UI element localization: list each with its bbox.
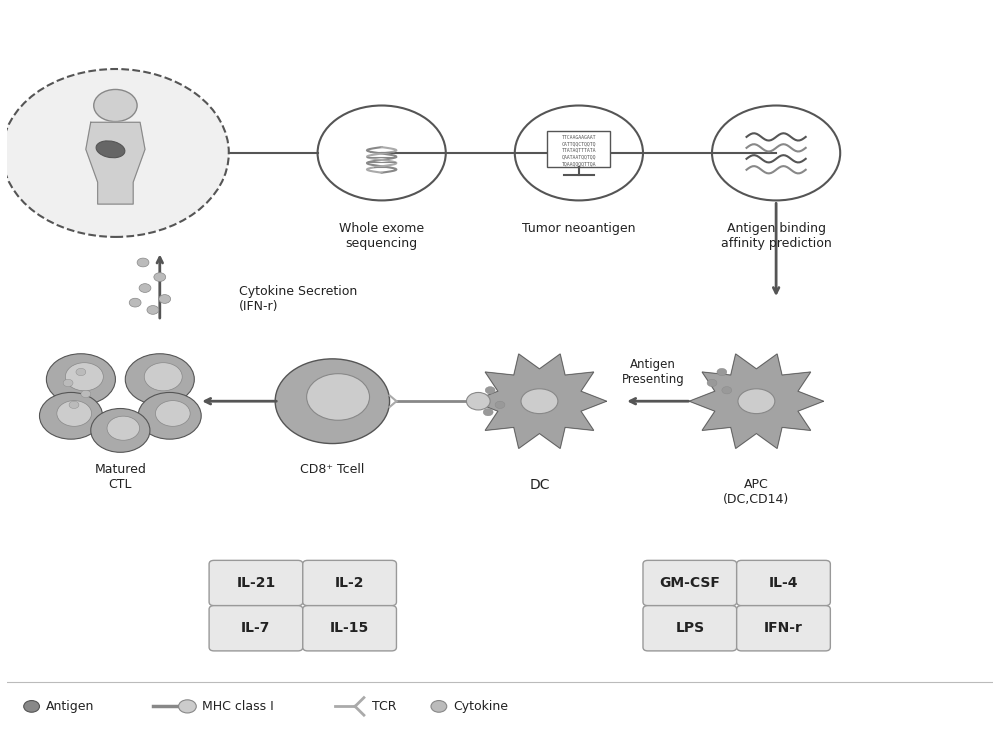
Circle shape bbox=[24, 701, 39, 712]
Circle shape bbox=[154, 273, 166, 281]
Circle shape bbox=[485, 387, 495, 394]
Circle shape bbox=[707, 379, 717, 387]
Circle shape bbox=[147, 306, 159, 314]
FancyBboxPatch shape bbox=[737, 560, 830, 606]
Text: LPS: LPS bbox=[675, 621, 704, 635]
Text: Antigen
Presenting: Antigen Presenting bbox=[621, 358, 684, 386]
Circle shape bbox=[155, 400, 190, 426]
Text: Antigen: Antigen bbox=[46, 700, 95, 713]
Polygon shape bbox=[689, 354, 823, 449]
Circle shape bbox=[46, 353, 115, 405]
Circle shape bbox=[81, 391, 91, 397]
Ellipse shape bbox=[738, 389, 775, 414]
Circle shape bbox=[139, 283, 151, 292]
Circle shape bbox=[91, 408, 150, 452]
Text: IL-7: IL-7 bbox=[241, 621, 271, 635]
Circle shape bbox=[63, 379, 73, 387]
Ellipse shape bbox=[96, 141, 125, 158]
Circle shape bbox=[466, 392, 490, 410]
Text: GM-CSF: GM-CSF bbox=[659, 576, 720, 590]
Text: MHC class I: MHC class I bbox=[202, 700, 274, 713]
Text: IL-2: IL-2 bbox=[335, 576, 364, 590]
Circle shape bbox=[129, 298, 141, 307]
Circle shape bbox=[722, 387, 732, 394]
Text: Cytokine Secretion
(IFN-r): Cytokine Secretion (IFN-r) bbox=[239, 285, 357, 313]
Polygon shape bbox=[472, 354, 607, 449]
FancyBboxPatch shape bbox=[737, 606, 830, 651]
Circle shape bbox=[69, 401, 79, 408]
Circle shape bbox=[107, 416, 140, 440]
Text: IL-21: IL-21 bbox=[236, 576, 276, 590]
Text: CATTQQCTQQTQ: CATTQQCTQQTQ bbox=[562, 141, 596, 147]
Circle shape bbox=[144, 362, 182, 391]
Circle shape bbox=[179, 700, 196, 713]
Circle shape bbox=[137, 258, 149, 267]
Circle shape bbox=[65, 362, 103, 391]
FancyBboxPatch shape bbox=[209, 560, 303, 606]
Ellipse shape bbox=[521, 389, 558, 414]
Circle shape bbox=[483, 408, 493, 416]
Text: TTCAAGAAGAAT: TTCAAGAAGAAT bbox=[562, 135, 596, 140]
Circle shape bbox=[57, 400, 92, 426]
Circle shape bbox=[717, 368, 727, 376]
Circle shape bbox=[2, 69, 229, 237]
Text: Cytokine: Cytokine bbox=[454, 700, 509, 713]
Circle shape bbox=[76, 368, 86, 376]
Text: CD8⁺ Tcell: CD8⁺ Tcell bbox=[300, 464, 365, 476]
Text: DC: DC bbox=[529, 478, 550, 492]
FancyBboxPatch shape bbox=[209, 606, 303, 651]
Text: Tumor neoantigen: Tumor neoantigen bbox=[522, 222, 636, 235]
Polygon shape bbox=[86, 122, 145, 204]
Text: IL-15: IL-15 bbox=[330, 621, 369, 635]
Text: Antigen binding
affinity prediction: Antigen binding affinity prediction bbox=[721, 222, 831, 250]
Circle shape bbox=[138, 392, 201, 439]
FancyBboxPatch shape bbox=[643, 606, 737, 651]
Circle shape bbox=[159, 295, 171, 304]
Circle shape bbox=[275, 359, 390, 443]
Circle shape bbox=[94, 89, 137, 121]
Text: Matured
CTL: Matured CTL bbox=[94, 464, 146, 491]
Circle shape bbox=[39, 392, 103, 439]
Text: APC
(DC,CD14): APC (DC,CD14) bbox=[723, 478, 790, 506]
FancyBboxPatch shape bbox=[303, 606, 396, 651]
Text: TQAAQQQQTTQA: TQAAQQQQTTQA bbox=[562, 161, 596, 166]
Text: TCR: TCR bbox=[372, 700, 396, 713]
Circle shape bbox=[307, 373, 370, 420]
Text: Whole exome
sequencing: Whole exome sequencing bbox=[339, 222, 424, 250]
Text: QAATAATQQTQQ: QAATAATQQTQQ bbox=[562, 155, 596, 159]
Circle shape bbox=[431, 701, 447, 712]
Circle shape bbox=[495, 401, 505, 408]
FancyBboxPatch shape bbox=[303, 560, 396, 606]
Text: IFN-r: IFN-r bbox=[764, 621, 803, 635]
Circle shape bbox=[125, 353, 194, 405]
FancyBboxPatch shape bbox=[547, 132, 610, 167]
FancyBboxPatch shape bbox=[643, 560, 737, 606]
Text: TTATAQTTTATA: TTATAQTTTATA bbox=[562, 148, 596, 153]
Text: IL-4: IL-4 bbox=[769, 576, 798, 590]
